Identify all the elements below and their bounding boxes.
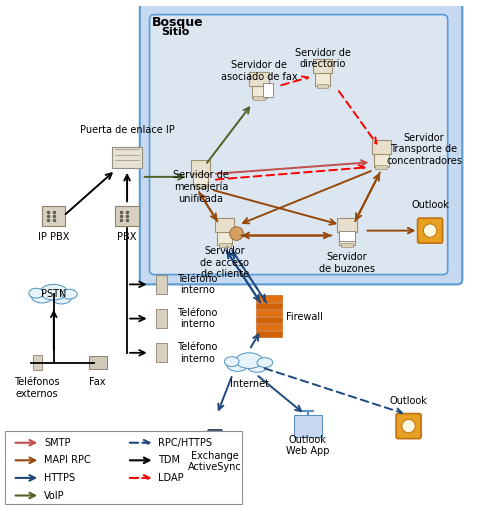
Bar xyxy=(313,59,332,73)
Bar xyxy=(256,331,282,337)
Text: Exchange
ActiveSync: Exchange ActiveSync xyxy=(188,451,242,472)
Ellipse shape xyxy=(224,357,239,367)
Text: Outlook: Outlook xyxy=(390,396,427,406)
Text: Outlook: Outlook xyxy=(411,200,449,210)
Text: Teléfono
interno: Teléfono interno xyxy=(177,308,217,330)
Bar xyxy=(219,243,230,247)
Bar xyxy=(156,344,166,362)
Text: Servidor
Transporte de
concentradores: Servidor Transporte de concentradores xyxy=(386,133,462,166)
Bar xyxy=(215,218,235,232)
Ellipse shape xyxy=(247,360,267,372)
Text: TDM: TDM xyxy=(158,455,180,466)
Circle shape xyxy=(424,224,437,237)
Text: PSTN: PSTN xyxy=(41,289,66,299)
Bar xyxy=(256,303,282,309)
FancyBboxPatch shape xyxy=(208,430,222,452)
Bar xyxy=(256,317,282,323)
Bar xyxy=(250,72,269,86)
Bar xyxy=(89,356,107,369)
Ellipse shape xyxy=(227,358,248,371)
Bar xyxy=(315,67,330,85)
Bar xyxy=(156,309,166,328)
FancyBboxPatch shape xyxy=(140,3,462,284)
Bar xyxy=(294,416,322,437)
Text: Outlook
Web App: Outlook Web App xyxy=(286,435,330,456)
Text: Internet: Internet xyxy=(230,379,269,389)
Bar xyxy=(251,79,267,98)
Text: Servidor de
asociado de fax: Servidor de asociado de fax xyxy=(221,60,297,82)
Ellipse shape xyxy=(236,353,263,368)
Ellipse shape xyxy=(29,288,43,298)
Text: Puerta de enlace IP: Puerta de enlace IP xyxy=(80,125,174,135)
Bar xyxy=(211,433,219,443)
Text: Teléfono
interno: Teléfono interno xyxy=(177,273,217,295)
Bar xyxy=(33,355,42,370)
Bar xyxy=(256,296,282,302)
Text: PBX: PBX xyxy=(118,232,137,243)
Circle shape xyxy=(230,227,243,241)
Bar xyxy=(256,324,282,330)
Text: Sitio: Sitio xyxy=(161,27,190,37)
Text: LDAP: LDAP xyxy=(158,473,184,483)
Text: Bosque: Bosque xyxy=(152,15,203,28)
Text: HTTPS: HTTPS xyxy=(44,473,75,483)
Bar xyxy=(337,218,357,232)
Bar xyxy=(191,160,210,174)
Bar xyxy=(339,226,355,245)
Ellipse shape xyxy=(31,289,53,303)
Bar xyxy=(317,83,328,88)
Bar xyxy=(115,206,139,226)
Ellipse shape xyxy=(62,289,77,299)
Bar xyxy=(375,165,387,168)
Text: Servidor
de acceso
de cliente: Servidor de acceso de cliente xyxy=(200,246,250,280)
Text: Firewall: Firewall xyxy=(286,312,323,322)
Bar xyxy=(339,231,355,242)
FancyBboxPatch shape xyxy=(396,414,421,439)
Text: Servidor de
directorio: Servidor de directorio xyxy=(294,48,350,70)
Bar xyxy=(195,184,206,188)
Bar xyxy=(253,96,265,100)
Text: Servidor de
mensajería
unificada: Servidor de mensajería unificada xyxy=(173,170,229,203)
Bar xyxy=(374,148,389,167)
Bar xyxy=(193,167,208,186)
Bar xyxy=(217,226,232,245)
Text: MAPI RPC: MAPI RPC xyxy=(44,455,91,466)
Bar xyxy=(263,83,273,97)
Bar xyxy=(5,431,242,504)
Bar xyxy=(156,275,166,294)
Text: Fax: Fax xyxy=(89,377,106,387)
Text: RPC/HTTPS: RPC/HTTPS xyxy=(158,438,212,448)
Text: Servidor
de buzones: Servidor de buzones xyxy=(319,252,375,273)
Text: SMTP: SMTP xyxy=(44,438,70,448)
Ellipse shape xyxy=(40,284,67,300)
Circle shape xyxy=(402,419,415,433)
Text: VoIP: VoIP xyxy=(44,490,65,501)
Bar xyxy=(42,206,65,226)
FancyBboxPatch shape xyxy=(150,14,448,274)
Bar xyxy=(371,140,391,154)
Text: Teléfono
interno: Teléfono interno xyxy=(177,342,217,364)
Ellipse shape xyxy=(52,292,71,304)
Bar xyxy=(341,243,353,247)
Ellipse shape xyxy=(257,358,273,368)
FancyBboxPatch shape xyxy=(418,218,443,243)
Text: IP PBX: IP PBX xyxy=(38,232,69,243)
Text: Teléfonos
externos: Teléfonos externos xyxy=(14,377,60,399)
Bar xyxy=(256,310,282,316)
Bar xyxy=(112,147,142,168)
